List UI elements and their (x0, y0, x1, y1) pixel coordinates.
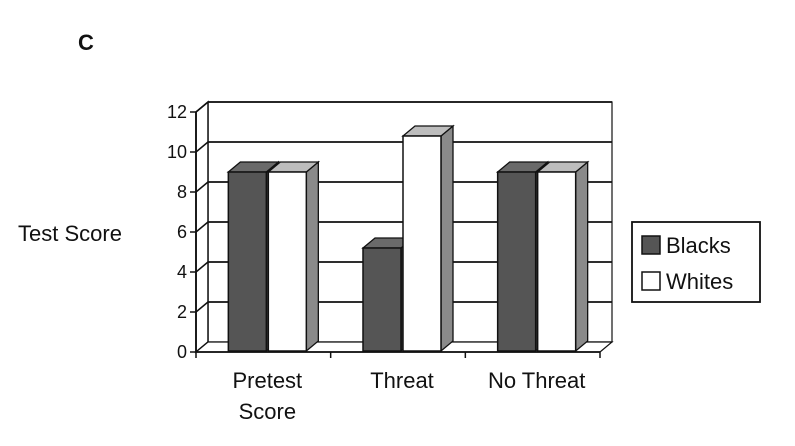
bar-whites-1 (401, 124, 455, 353)
legend-swatch (641, 235, 661, 255)
x-tick-label: Pretest (232, 368, 302, 393)
y-tick-label: 6 (177, 222, 187, 242)
legend: Blacks Whites (631, 221, 761, 303)
bar-side (305, 160, 319, 353)
plot-area: 0 2 4 6 8 10 12 Pretest Score Threat No Threat (167, 100, 614, 424)
bar-front (227, 171, 268, 352)
x-tick-label: Score (239, 399, 296, 424)
bar-whites-0 (266, 160, 321, 353)
y-tick-label: 10 (167, 142, 187, 162)
y-tick-label: 4 (177, 262, 187, 282)
legend-swatch (641, 271, 661, 291)
y-tick-label: 12 (167, 102, 187, 122)
bar-front (536, 171, 577, 352)
y-axis-title: Test Score (18, 221, 122, 246)
gridline-side (195, 181, 209, 193)
y-tick-label: 8 (177, 182, 187, 202)
bar-front (496, 171, 537, 352)
gridline-side (195, 261, 209, 273)
gridline-side (195, 101, 209, 113)
legend-label: Blacks (666, 233, 731, 258)
gridline-side (195, 301, 209, 313)
bar-side (575, 160, 589, 353)
bar-front (402, 135, 442, 352)
panel-label: C (78, 30, 94, 55)
gridline-side (195, 221, 209, 233)
x-tick-label: No Threat (488, 368, 585, 393)
legend-label: Whites (666, 269, 733, 294)
x-tick-label: Threat (370, 368, 434, 393)
gridline-side (195, 141, 209, 153)
bar-side (440, 124, 454, 353)
y-tick-label: 2 (177, 302, 187, 322)
y-tick-label: 0 (177, 342, 187, 362)
bar-front (267, 171, 308, 352)
bar-front (362, 247, 402, 352)
bar-whites-2 (535, 160, 590, 353)
